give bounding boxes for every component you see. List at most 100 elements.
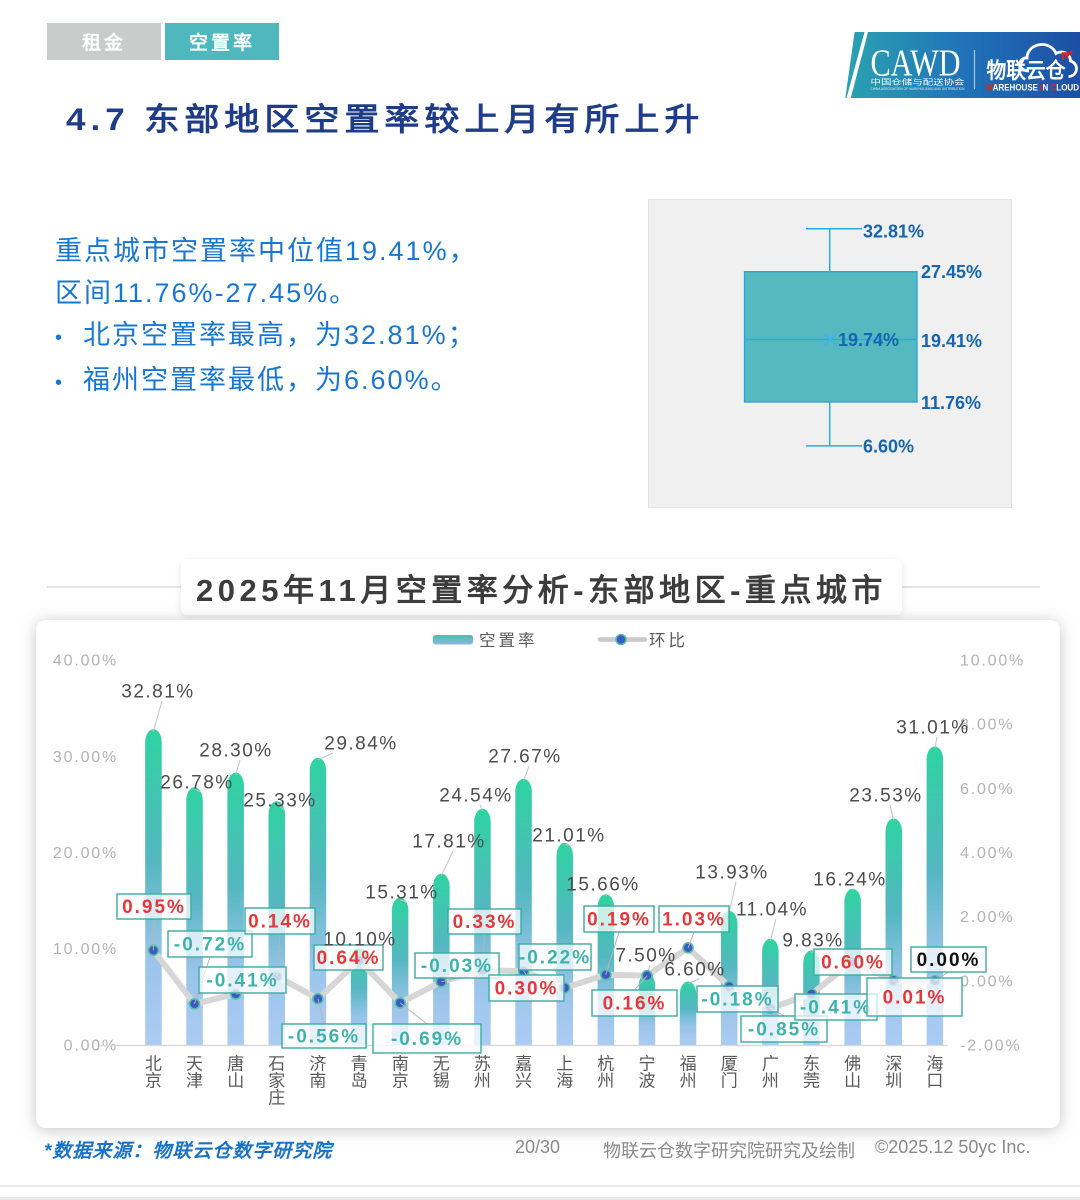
svg-text:40.00%: 40.00% [53,653,118,670]
svg-text:27.67%: 27.67% [488,747,561,768]
svg-text:-2.00%: -2.00% [960,1038,1022,1055]
svg-text:山: 山 [844,1072,861,1091]
svg-text:WAREHOUSE IN CLOUD: WAREHOUSE IN CLOUD [986,83,1080,93]
svg-text:圳: 圳 [885,1072,902,1091]
svg-text:京: 京 [392,1072,409,1091]
svg-text:北: 北 [145,1055,162,1074]
svg-text:32.81%: 32.81% [863,221,924,241]
svg-text:-0.56%: -0.56% [288,1027,360,1048]
svg-text:8.00%: 8.00% [960,717,1014,734]
svg-text:CHINA ASSOCIATION OF WAREHOUSI: CHINA ASSOCIATION OF WAREHOUSING AND DIS… [871,86,965,91]
svg-text:中国仓储与配送协会: 中国仓储与配送协会 [871,77,966,87]
svg-text:佛: 佛 [844,1055,861,1074]
svg-text:州: 州 [597,1072,614,1091]
svg-text:-0.22%: -0.22% [519,948,591,969]
svg-text:23.53%: 23.53% [849,786,922,807]
svg-text:嘉: 嘉 [515,1055,532,1074]
svg-text:锡: 锡 [433,1072,450,1091]
svg-text:-0.85%: -0.85% [748,1020,820,1041]
svg-text:海: 海 [556,1072,573,1091]
svg-text:厦: 厦 [721,1055,738,1074]
svg-text:4.00%: 4.00% [960,845,1014,862]
svg-text:7.50%: 7.50% [615,946,676,967]
svg-text:南: 南 [309,1072,326,1091]
svg-text:0.30%: 0.30% [495,979,559,1000]
svg-text:-0.41%: -0.41% [206,971,278,992]
svg-text:25.33%: 25.33% [243,791,316,812]
svg-text:CAWD: CAWD [871,43,961,85]
svg-text:环比: 环比 [649,631,688,650]
svg-text:0.14%: 0.14% [248,912,312,933]
svg-text:杭: 杭 [597,1055,614,1074]
svg-text:山: 山 [227,1072,244,1091]
svg-text:6.00%: 6.00% [960,781,1014,798]
svg-text:津: 津 [186,1072,203,1091]
svg-text:9.83%: 9.83% [782,931,843,952]
svg-text:广: 广 [762,1055,779,1074]
svg-text:10.00%: 10.00% [53,941,118,958]
svg-text:兴: 兴 [515,1072,532,1091]
svg-text:2.00%: 2.00% [960,909,1014,926]
svg-text:0.95%: 0.95% [122,897,186,918]
svg-text:苏: 苏 [474,1055,491,1074]
svg-text:29.84%: 29.84% [324,734,397,755]
svg-text:-0.18%: -0.18% [701,990,773,1011]
svg-text:-0.41%: -0.41% [800,998,872,1019]
svg-text:0.00%: 0.00% [917,950,981,971]
svg-text:福: 福 [680,1055,697,1074]
svg-text:上: 上 [556,1055,573,1074]
svg-text:宁: 宁 [639,1055,656,1074]
svg-text:州: 州 [680,1072,697,1091]
svg-text:州: 州 [474,1072,491,1091]
svg-text:20.00%: 20.00% [53,845,118,862]
svg-text:海: 海 [926,1055,943,1074]
svg-text:11.04%: 11.04% [736,900,808,921]
svg-text:济: 济 [309,1055,326,1074]
svg-text:唐: 唐 [227,1054,244,1074]
svg-text:6.60%: 6.60% [863,437,914,457]
svg-text:10.00%: 10.00% [960,653,1025,670]
svg-text:莞: 莞 [803,1072,820,1091]
svg-text:庄: 庄 [268,1089,285,1108]
svg-text:30.00%: 30.00% [53,749,118,766]
svg-text:石: 石 [268,1055,285,1074]
svg-text:青: 青 [351,1055,368,1074]
svg-text:28.30%: 28.30% [199,741,272,762]
svg-text:物联云仓: 物联云仓 [987,58,1066,83]
svg-text:波: 波 [639,1072,656,1091]
svg-text:空置率: 空置率 [479,631,538,650]
svg-text:0.60%: 0.60% [821,953,885,974]
svg-text:-0.72%: -0.72% [174,935,246,956]
svg-text:13.93%: 13.93% [695,863,768,884]
svg-text:27.45%: 27.45% [921,262,982,282]
svg-text:1.03%: 1.03% [662,910,726,931]
svg-text:17.81%: 17.81% [412,832,485,853]
svg-text:31.01%: 31.01% [896,718,969,739]
svg-text:岛: 岛 [351,1072,368,1091]
svg-text:0.33%: 0.33% [453,912,517,933]
svg-text:无: 无 [433,1055,450,1074]
svg-text:24.54%: 24.54% [439,786,512,807]
svg-text:0.16%: 0.16% [603,994,667,1015]
svg-text:19.74%: 19.74% [838,330,899,350]
svg-text:0.64%: 0.64% [317,948,381,969]
svg-text:15.31%: 15.31% [365,883,438,904]
svg-text:11.76%: 11.76% [921,393,981,413]
svg-text:21.01%: 21.01% [532,826,605,847]
svg-text:32.81%: 32.81% [121,682,194,703]
svg-text:0.01%: 0.01% [883,988,947,1009]
svg-text:东: 东 [803,1055,820,1074]
svg-text:10.10%: 10.10% [323,930,396,951]
svg-text:19.41%: 19.41% [921,331,982,351]
svg-text:0.19%: 0.19% [587,910,651,931]
svg-text:16.24%: 16.24% [813,870,886,891]
svg-text:0.00%: 0.00% [64,1038,118,1055]
svg-text:家: 家 [268,1072,285,1091]
svg-text:0.00%: 0.00% [960,973,1014,990]
svg-text:26.78%: 26.78% [160,773,233,794]
svg-text:深: 深 [885,1055,902,1074]
svg-text:州: 州 [762,1072,779,1091]
svg-text:门: 门 [721,1072,738,1091]
svg-text:-0.03%: -0.03% [421,956,493,977]
svg-text:京: 京 [145,1072,162,1091]
